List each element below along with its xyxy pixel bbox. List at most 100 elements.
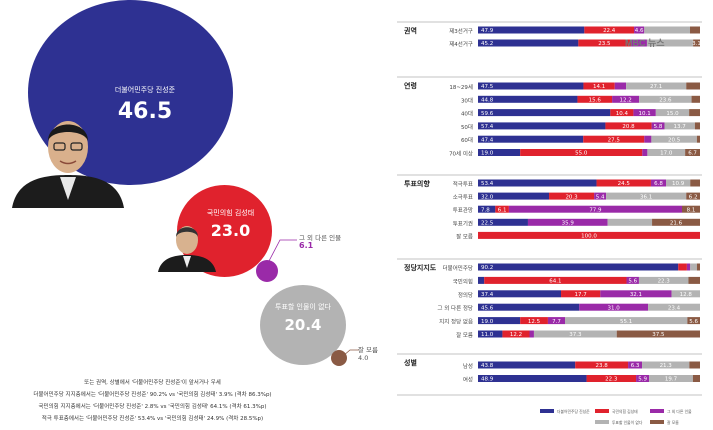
bubble-other [256, 260, 278, 282]
bar-value-label: 32.1 [630, 292, 642, 298]
group-label: 성별 [404, 358, 417, 367]
bar-value-label: 12.5 [528, 319, 541, 325]
row-label: 정의당 [458, 292, 473, 299]
bar-value-label: 15.6 [589, 98, 602, 104]
bar-segment [478, 231, 700, 239]
bar-segment [651, 122, 665, 130]
bar-value-label: 6.8 [654, 181, 663, 187]
bar-segment [628, 361, 643, 369]
bar-segment [478, 205, 496, 213]
bar-segment [565, 317, 688, 325]
row-label: 더불어민주당 [443, 264, 473, 272]
bar-value-label: 90.2 [481, 265, 493, 271]
row-label: 제3선거구 [449, 27, 473, 35]
bar-segment [633, 109, 656, 117]
row-label: 30대 [461, 96, 473, 104]
bar-segment [655, 109, 690, 117]
bar-value-label: 10.1 [638, 111, 650, 117]
bar-segment [584, 26, 635, 34]
bar-segment [646, 39, 694, 47]
bubble-none-name: 투표할 인물이 없다 [275, 303, 331, 311]
bar-segment [651, 135, 697, 143]
bar-segment [529, 330, 534, 338]
bar-segment [495, 205, 509, 213]
bar-segment [594, 192, 607, 200]
bar-segment [478, 276, 485, 284]
bar-segment [478, 290, 562, 298]
bar-value-label: 32.0 [481, 194, 494, 200]
row-label: 투표기권 [453, 219, 473, 227]
row-label: 투표관망 [453, 206, 473, 214]
bar-value-label: 6.2 [689, 194, 698, 200]
bar-value-label: 64.1 [549, 279, 561, 285]
bar-value-label: 3.1 [692, 41, 701, 47]
bar-value-label: 19.0 [481, 319, 494, 325]
bar-segment [644, 26, 691, 34]
bar-segment [478, 26, 585, 34]
bar-segment [478, 179, 597, 187]
bar-value-label: 6.7 [688, 151, 697, 157]
bar-value-label: 5.9 [638, 377, 647, 383]
row-label: 남성 [463, 362, 473, 370]
bar-value-label: 37.5 [652, 332, 665, 338]
bar-segment [478, 82, 584, 90]
bubble-other-label: 그 외 다른 인물 6.1 [299, 234, 341, 250]
bar-segment [671, 290, 700, 298]
bubble-unknown-label: 잘 모름 4.0 [358, 346, 378, 362]
footnote-2: 더불어민주당 지지층에서는 '더불어민주당 진성준' 90.2% vs '국민의… [33, 392, 272, 398]
legend-label: 국민의힘 김성태 [612, 409, 638, 414]
bar-segment [533, 330, 617, 338]
bar-segment [648, 303, 700, 311]
bar-value-label: 5.8 [654, 124, 663, 130]
bar-value-label: 5.6 [689, 319, 698, 325]
group-label: 연령 [404, 81, 417, 90]
bar-segment [689, 361, 700, 369]
bar-value-label: 45.6 [481, 305, 494, 311]
bar-segment [664, 122, 695, 130]
bar-value-label: 43.8 [481, 363, 494, 369]
bar-segment [606, 192, 687, 200]
bar-segment [644, 135, 652, 143]
bubble-none-value: 20.4 [284, 316, 322, 334]
bar-segment [478, 375, 587, 382]
bar-value-label: 20.8 [622, 124, 635, 130]
bar-value-label: 23.8 [596, 363, 609, 369]
bar-value-label: 23.5 [598, 41, 611, 47]
bar-value-label: 19.7 [665, 377, 678, 383]
bar-segment [478, 330, 503, 338]
bar-segment [686, 192, 700, 200]
bar-segment [478, 95, 578, 103]
bar-value-label: 47.9 [481, 28, 494, 34]
bar-segment [527, 218, 608, 226]
legend-label: 더불어민주당 진성준 [557, 409, 590, 414]
bar-segment [605, 122, 652, 130]
bubble-none-label: 투표할 인물이 없다 20.4 [264, 302, 342, 334]
bar-value-label: 7.7 [552, 319, 561, 325]
bar-value-label: 12.2 [620, 98, 632, 104]
bar-value-label: 22.4 [603, 28, 616, 34]
bar-value-label: 6.3 [631, 363, 640, 369]
bar-segment [579, 303, 649, 311]
bubble-other-name: 그 외 다른 인물 [299, 234, 342, 242]
bar-segment [649, 375, 693, 382]
bubble-jin-value: 46.5 [117, 99, 173, 124]
row-label: 50대 [461, 123, 473, 131]
bar-segment [600, 290, 672, 298]
broadcaster-watermark: MBC 뉴스 [625, 38, 665, 48]
bar-value-label: 22.3 [658, 279, 671, 285]
legend-label: 그 외 다른 인물 [667, 409, 692, 414]
bar-segment [630, 39, 647, 47]
bar-value-label: 37.4 [481, 292, 494, 298]
bar-segment [478, 135, 584, 143]
bar-segment [692, 375, 700, 382]
bar-value-label: 21.6 [670, 221, 683, 227]
bar-value-label: 45.2 [481, 41, 493, 47]
bar-value-label: 21.3 [660, 363, 673, 369]
bar-segment [678, 263, 687, 271]
footnote-3: 국민의힘 지지층에서는 '더불어민주당 진성준' 2.8% vs '국민의힘 김… [38, 404, 267, 410]
bar-segment [502, 330, 530, 338]
bubble-unknown-name: 잘 모름 [358, 346, 379, 354]
bar-segment [575, 361, 629, 369]
bar-value-label: 15.0 [666, 111, 679, 117]
